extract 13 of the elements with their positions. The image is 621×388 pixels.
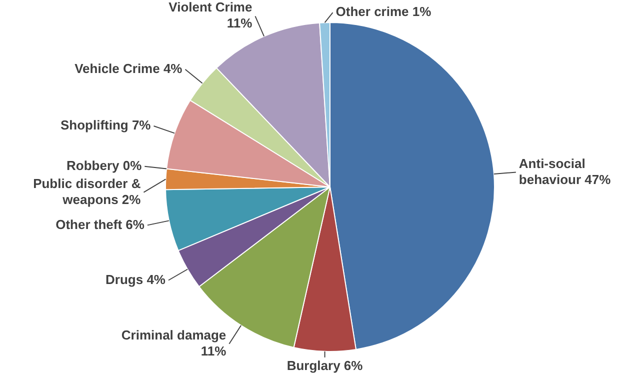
- slice-label: Anti-social behaviour 47%: [518, 156, 612, 187]
- slice-label: Violent Crime: [168, 0, 252, 15]
- slice-label: Criminal damage: [121, 327, 226, 342]
- slice-label: Drugs 4%: [106, 272, 166, 287]
- slice-label: Vehicle Crime 4%: [74, 60, 183, 76]
- data-label: 11%: [200, 343, 227, 358]
- slice-label: Other theft 6%: [56, 216, 145, 232]
- legend-label: Robbery 0%: [66, 158, 142, 173]
- slice-label: Other crime 1%: [336, 4, 432, 20]
- slice-label: Shoplifting 7%: [60, 118, 152, 133]
- slice-label: Burglary 6%: [286, 358, 364, 373]
- data-label: 11%: [226, 16, 253, 31]
- slice-label: Public disorder & weapons 2%: [33, 176, 142, 207]
